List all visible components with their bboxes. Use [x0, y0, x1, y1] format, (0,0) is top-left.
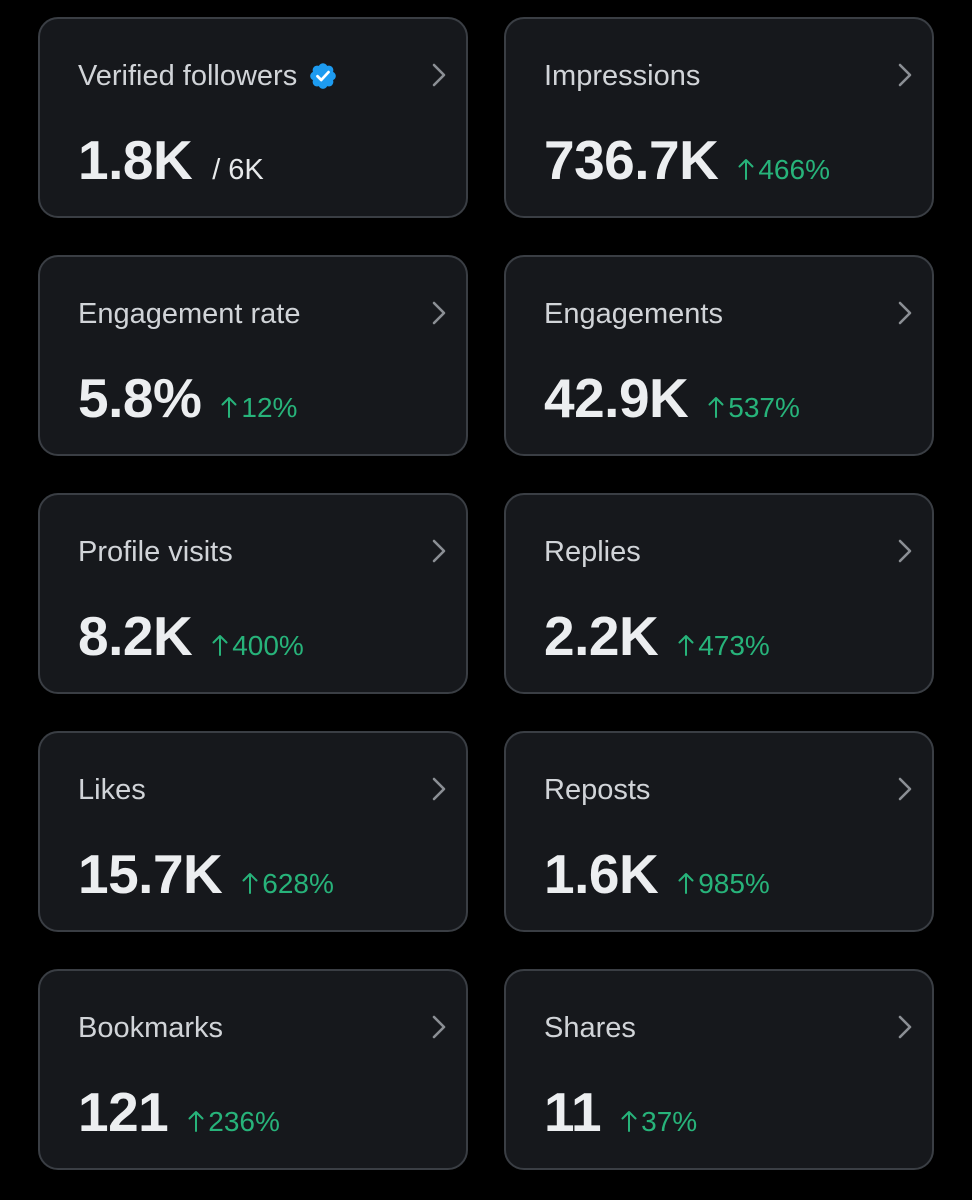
- chevron-right-icon[interactable]: [430, 537, 448, 565]
- metric-value: 8.2K: [78, 605, 193, 667]
- metric-card-profile-visits[interactable]: Profile visits 8.2K 400%: [38, 493, 468, 694]
- metric-label-row: Bookmarks: [78, 1009, 223, 1047]
- arrow-up-icon: [221, 395, 237, 419]
- chevron-right-icon[interactable]: [896, 775, 914, 803]
- metric-value: 15.7K: [78, 843, 223, 905]
- arrow-up-icon: [678, 633, 694, 657]
- metric-change: 400%: [212, 630, 304, 662]
- metric-change-value: 466%: [758, 154, 830, 185]
- metric-change: 236%: [188, 1106, 280, 1138]
- metric-value: 121: [78, 1081, 169, 1143]
- metric-label: Replies: [544, 536, 641, 568]
- metric-change-value: 985%: [698, 868, 770, 899]
- chevron-right-icon[interactable]: [430, 1013, 448, 1041]
- metric-label-row: Shares: [544, 1009, 636, 1047]
- metric-total: / 6K: [212, 154, 264, 186]
- metric-card-impressions[interactable]: Impressions 736.7K 466%: [504, 17, 934, 218]
- metric-value: 1.8K: [78, 129, 193, 191]
- metric-label: Profile visits: [78, 536, 233, 568]
- metric-label: Shares: [544, 1012, 636, 1044]
- arrow-up-icon: [738, 157, 754, 181]
- metric-value: 1.6K: [544, 843, 659, 905]
- metric-label: Verified followers: [78, 60, 298, 92]
- metric-label: Impressions: [544, 60, 701, 92]
- metric-change: 537%: [708, 392, 800, 424]
- metric-value-row: 42.9K 537%: [544, 363, 800, 433]
- metric-value-row: 15.7K 628%: [78, 839, 334, 909]
- metric-label-row: Engagement rate: [78, 295, 300, 333]
- metric-label-row: Replies: [544, 533, 641, 571]
- metric-change: 12%: [221, 392, 297, 424]
- arrow-up-icon: [188, 1109, 204, 1133]
- metric-label-row: Profile visits: [78, 533, 233, 571]
- metric-change: 473%: [678, 630, 770, 662]
- metric-value: 42.9K: [544, 367, 689, 429]
- metric-label-row: Verified followers: [78, 57, 338, 95]
- metric-label: Likes: [78, 774, 146, 806]
- metrics-grid: Verified followers 1.8K / 6K Impressions…: [38, 17, 934, 1170]
- metric-change-value: 400%: [232, 630, 304, 661]
- arrow-up-icon: [212, 633, 228, 657]
- arrow-up-icon: [621, 1109, 637, 1133]
- arrow-up-icon: [678, 871, 694, 895]
- chevron-right-icon[interactable]: [430, 775, 448, 803]
- chevron-right-icon[interactable]: [896, 299, 914, 327]
- metric-value: 2.2K: [544, 605, 659, 667]
- metric-value: 736.7K: [544, 129, 719, 191]
- metric-card-replies[interactable]: Replies 2.2K 473%: [504, 493, 934, 694]
- metric-value-row: 5.8% 12%: [78, 363, 297, 433]
- metric-label: Engagements: [544, 298, 723, 330]
- metric-card-engagement-rate[interactable]: Engagement rate 5.8% 12%: [38, 255, 468, 456]
- arrow-up-icon: [242, 871, 258, 895]
- chevron-right-icon[interactable]: [896, 537, 914, 565]
- metric-card-bookmarks[interactable]: Bookmarks 121 236%: [38, 969, 468, 1170]
- chevron-right-icon[interactable]: [430, 299, 448, 327]
- metric-change-value: 537%: [728, 392, 800, 423]
- metric-label: Engagement rate: [78, 298, 301, 330]
- metric-change: 985%: [678, 868, 770, 900]
- metric-value-row: 2.2K 473%: [544, 601, 770, 671]
- metric-label-row: Engagements: [544, 295, 723, 333]
- metric-card-likes[interactable]: Likes 15.7K 628%: [38, 731, 468, 932]
- metric-label-row: Likes: [78, 771, 146, 809]
- metric-label: Bookmarks: [78, 1012, 224, 1044]
- chevron-right-icon[interactable]: [896, 1013, 914, 1041]
- chevron-right-icon[interactable]: [430, 61, 448, 89]
- metric-change-value: 37%: [641, 1106, 698, 1137]
- metric-value: 5.8%: [78, 367, 202, 429]
- verified-badge-icon: [308, 61, 338, 91]
- metric-value-row: 8.2K 400%: [78, 601, 304, 671]
- metric-value-row: 1.8K / 6K: [78, 125, 264, 195]
- chevron-right-icon[interactable]: [896, 61, 914, 89]
- metric-card-shares[interactable]: Shares 11 37%: [504, 969, 934, 1170]
- metric-label-row: Reposts: [544, 771, 650, 809]
- metric-change: 628%: [242, 868, 334, 900]
- arrow-up-icon: [708, 395, 724, 419]
- metric-change-value: 12%: [241, 392, 298, 423]
- metric-card-verified-followers[interactable]: Verified followers 1.8K / 6K: [38, 17, 468, 218]
- metric-label-row: Impressions: [544, 57, 700, 95]
- metric-value-row: 11 37%: [544, 1077, 697, 1147]
- metric-label: Reposts: [544, 774, 651, 806]
- metric-change-value: 628%: [262, 868, 334, 899]
- metric-card-engagements[interactable]: Engagements 42.9K 537%: [504, 255, 934, 456]
- metric-change: 37%: [621, 1106, 697, 1138]
- metric-change-value: 473%: [698, 630, 770, 661]
- metric-value-row: 121 236%: [78, 1077, 280, 1147]
- metric-value: 11: [544, 1081, 602, 1143]
- metric-card-reposts[interactable]: Reposts 1.6K 985%: [504, 731, 934, 932]
- metric-value-row: 1.6K 985%: [544, 839, 770, 909]
- metric-value-row: 736.7K 466%: [544, 125, 830, 195]
- metric-change: 466%: [738, 154, 830, 186]
- metric-change-value: 236%: [208, 1106, 280, 1137]
